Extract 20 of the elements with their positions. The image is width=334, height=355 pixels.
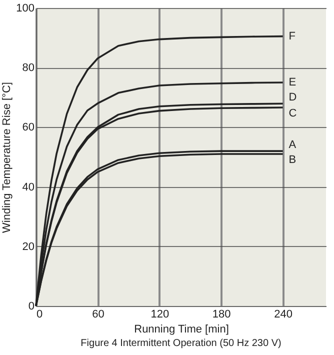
y-tick-label: 0 (28, 300, 34, 312)
series-label: D (288, 92, 297, 104)
x-tick-label: 120 (150, 308, 170, 320)
x-tick-label: 60 (92, 308, 104, 320)
y-tick-label: 100 (16, 2, 34, 14)
x-tick-label: 240 (274, 308, 292, 320)
y-axis-title: Winding Temperature Rise [°C] (1, 82, 14, 233)
series-label: A (288, 139, 297, 152)
text: Figure 4 Intermittent Operation (50 Hz 230 V) (80, 338, 282, 349)
x-tick-label: 0 (36, 308, 43, 320)
y-tick-label: 60 (22, 122, 34, 134)
x-axis-title: Running Time [min] (134, 324, 229, 336)
series-label: E (288, 76, 296, 88)
series-label: F (288, 30, 296, 42)
series-label: C (288, 108, 297, 120)
x-tick-label: 180 (212, 308, 231, 320)
y-tick-label: 80 (22, 62, 34, 74)
series-label: B (288, 154, 296, 166)
y-tick-label: 20 (22, 240, 34, 253)
y-tick-label: 40 (22, 181, 34, 194)
